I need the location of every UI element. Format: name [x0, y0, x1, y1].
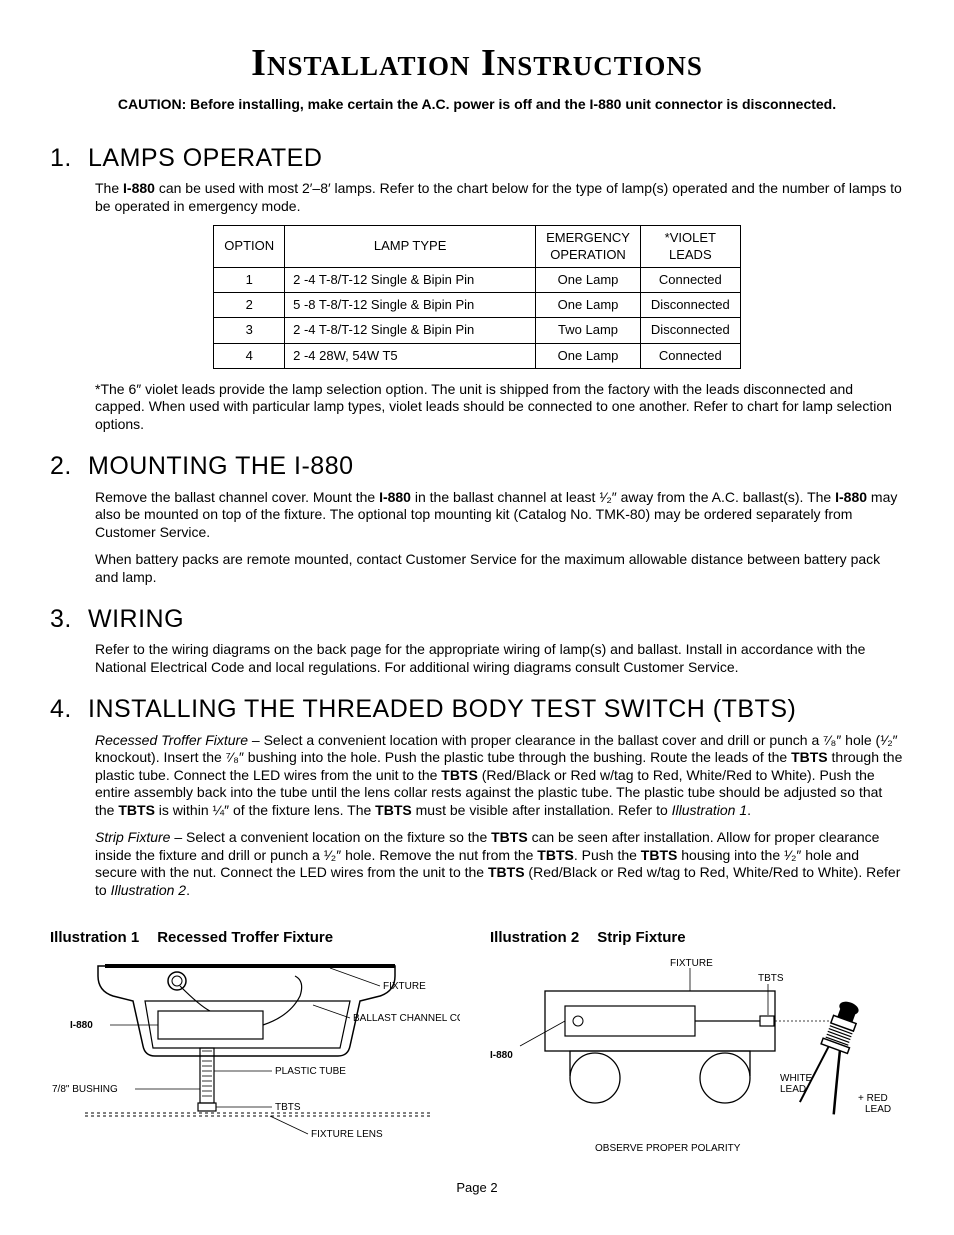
label-tbts2: TBTS: [758, 973, 784, 984]
label-red: + RED: [858, 1093, 888, 1104]
illus-1-title: Illustration 1 Recessed Troffer Fixture: [50, 929, 460, 948]
text: .: [186, 882, 190, 898]
section-1-title: Lamps Operated: [88, 144, 322, 172]
illus-1-svg: FIXTURE BALLAST CHANNEL COVER I-880 PLAS…: [50, 956, 460, 1156]
cell: Connected: [640, 267, 740, 292]
label-white2: LEAD: [780, 1084, 806, 1095]
page-number: Page 2: [50, 1180, 904, 1196]
text: – Select a convenient location on the fi…: [170, 829, 491, 845]
text: . Push the: [574, 847, 641, 863]
text: TBTS: [118, 802, 155, 818]
illustrations-row: Illustration 1 Recessed Troffer Fixture: [50, 929, 904, 1170]
cell: One Lamp: [536, 343, 641, 368]
label-tbts: TBTS: [275, 1102, 301, 1113]
text: Remove the ballast channel cover. Mount …: [95, 489, 379, 505]
text: TBTS: [491, 829, 528, 845]
section-1-note: *The 6″ violet leads provide the lamp se…: [95, 381, 904, 434]
text: TBTS: [791, 749, 828, 765]
label-i880: I-880: [70, 1020, 93, 1031]
page-title: Installation Instructions: [50, 40, 904, 88]
text: in the ballast channel at least ¹⁄₂″ awa…: [411, 489, 835, 505]
section-2-p2: When battery packs are remote mounted, c…: [95, 551, 904, 586]
label-red2: LEAD: [865, 1104, 891, 1115]
illus-2-svg: FIXTURE TBTS I-880 WHITE LEAD + RED LEAD…: [490, 956, 910, 1166]
cell: One Lamp: [536, 293, 641, 318]
text: TBTS: [441, 767, 478, 783]
text: TBTS: [375, 802, 412, 818]
table-row: 1 2 -4 T-8/T-12 Single & Bipin Pin One L…: [214, 267, 740, 292]
cell: Disconnected: [640, 293, 740, 318]
cell: 5 -8 T-8/T-12 Single & Bipin Pin: [285, 293, 536, 318]
lamp-table: OPTION LAMP TYPE EMERGENCYOPERATION *VIO…: [213, 225, 740, 369]
text: Recessed Troffer Fixture: [157, 929, 333, 946]
section-4-title: Installing the Threaded Body Test Switch…: [88, 695, 796, 723]
th-lamptype: LAMP TYPE: [285, 226, 536, 268]
cell: 2 -4 T-8/T-12 Single & Bipin Pin: [285, 267, 536, 292]
label-i880-2: I-880: [490, 1050, 513, 1061]
text: is within ¼″ of the fixture lens. The: [155, 802, 375, 818]
section-3-body: Refer to the wiring diagrams on the back…: [95, 641, 904, 676]
section-2-p1: Remove the ballast channel cover. Mount …: [95, 489, 904, 542]
text: Illustration 1: [672, 802, 747, 818]
table-row: 4 2 -4 28W, 54W T5 One Lamp Connected: [214, 343, 740, 368]
section-2-heading: 2.Mounting the I-880: [50, 451, 904, 482]
cell: 1: [214, 267, 285, 292]
section-3-title: Wiring: [88, 605, 184, 633]
label-ballast: BALLAST CHANNEL COVER: [353, 1013, 460, 1024]
text: Strip Fixture: [597, 929, 685, 946]
cell: 3: [214, 318, 285, 343]
s1-intro-b: can be used with most 2′–8′ lamps. Refer…: [95, 180, 902, 214]
section-3-heading: 3.Wiring: [50, 604, 904, 635]
cell: Two Lamp: [536, 318, 641, 343]
th-option: OPTION: [214, 226, 285, 268]
section-1-body: The I-880 can be used with most 2′–8′ la…: [95, 180, 904, 215]
s1-intro-bold: I-880: [123, 180, 155, 196]
illustration-2: Illustration 2 Strip Fixture: [490, 929, 910, 1170]
text: TBTS: [488, 864, 525, 880]
section-2-title: Mounting the I-880: [88, 452, 354, 480]
text: Illustration 2: [111, 882, 186, 898]
text: Illustration 1: [50, 929, 139, 946]
illustration-1: Illustration 1 Recessed Troffer Fixture: [50, 929, 460, 1170]
cell: 2: [214, 293, 285, 318]
section-3-num: 3.: [50, 604, 88, 635]
label-bushing: 7/8" BUSHING: [52, 1084, 118, 1095]
text: Recessed Troffer Fixture: [95, 732, 248, 748]
table-row: 3 2 -4 T-8/T-12 Single & Bipin Pin Two L…: [214, 318, 740, 343]
table-row: 2 5 -8 T-8/T-12 Single & Bipin Pin One L…: [214, 293, 740, 318]
text: Illustration 2: [490, 929, 579, 946]
s1-intro-a: The: [95, 180, 123, 196]
label-white: WHITE: [780, 1073, 813, 1084]
cell: 2 -4 28W, 54W T5: [285, 343, 536, 368]
cell: One Lamp: [536, 267, 641, 292]
cell: 2 -4 T-8/T-12 Single & Bipin Pin: [285, 318, 536, 343]
text: TBTS: [537, 847, 574, 863]
section-4-heading: 4.Installing the Threaded Body Test Swit…: [50, 694, 904, 725]
section-1-num: 1.: [50, 143, 88, 174]
table-row: OPTION LAMP TYPE EMERGENCYOPERATION *VIO…: [214, 226, 740, 268]
section-4-p2: Strip Fixture – Select a convenient loca…: [95, 829, 904, 899]
text: .: [747, 802, 751, 818]
label-plastic: PLASTIC TUBE: [275, 1066, 346, 1077]
label-observe: OBSERVE PROPER POLARITY: [595, 1143, 741, 1154]
section-2-num: 2.: [50, 451, 88, 482]
cell: Connected: [640, 343, 740, 368]
illus-2-title: Illustration 2 Strip Fixture: [490, 929, 910, 948]
caution-text: CAUTION: Before installing, make certain…: [50, 96, 904, 114]
section-4-num: 4.: [50, 694, 88, 725]
label-fixture: FIXTURE: [383, 981, 426, 992]
text: I-880: [835, 489, 867, 505]
text: Strip Fixture: [95, 829, 170, 845]
th-violet: *VIOLETLEADS: [640, 226, 740, 268]
label-fixture2: FIXTURE: [670, 958, 713, 969]
text: TBTS: [641, 847, 678, 863]
th-emergency: EMERGENCYOPERATION: [536, 226, 641, 268]
text: I-880: [379, 489, 411, 505]
section-1-heading: 1.Lamps Operated: [50, 143, 904, 174]
label-lens: FIXTURE LENS: [311, 1129, 383, 1140]
cell: 4: [214, 343, 285, 368]
text: must be visible after installation. Refe…: [412, 802, 672, 818]
section-4-p1: Recessed Troffer Fixture – Select a conv…: [95, 732, 904, 820]
cell: Disconnected: [640, 318, 740, 343]
